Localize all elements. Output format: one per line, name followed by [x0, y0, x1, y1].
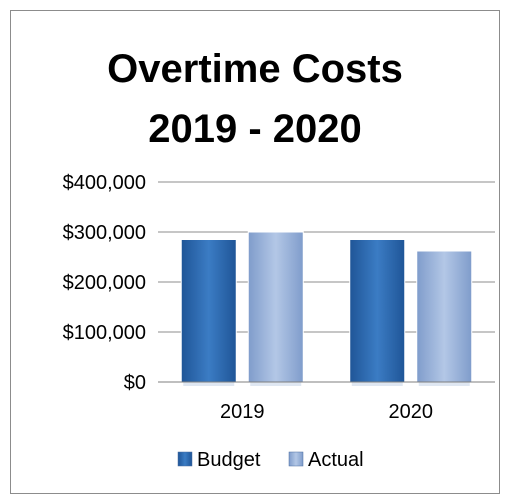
bar-budget-2020	[349, 239, 406, 383]
bar-shadow	[351, 382, 403, 386]
bar-budget-2019	[180, 239, 237, 383]
bar-actual-2019	[247, 231, 304, 383]
y-tick-label: $100,000	[63, 322, 146, 344]
bar-shadow	[250, 382, 302, 386]
y-tick-label: $0	[124, 372, 146, 394]
bars	[180, 231, 473, 386]
bar-shadow	[183, 382, 235, 386]
legend: Budget Actual	[177, 449, 364, 471]
legend-swatch-actual	[288, 451, 304, 467]
y-tick-label: $300,000	[63, 222, 146, 244]
legend-label-actual: Actual	[308, 449, 364, 471]
chart-subtitle: 2019 - 2020	[148, 107, 362, 151]
x-tick-label: 2020	[389, 401, 434, 423]
legend-label-budget: Budget	[197, 449, 261, 471]
y-tick-label: $200,000	[63, 272, 146, 294]
x-tick-label: 2019	[220, 401, 265, 423]
y-axis-tick-labels: $0 $100,000 $200,000 $300,000 $400,000	[63, 172, 146, 394]
legend-swatch-budget	[177, 451, 193, 467]
x-axis-tick-labels: 2019 2020	[220, 401, 433, 423]
y-tick-label: $400,000	[63, 172, 146, 194]
bar-actual-2020	[416, 250, 473, 383]
bar-shadow	[418, 382, 470, 386]
chart-title: Overtime Costs	[107, 47, 403, 91]
